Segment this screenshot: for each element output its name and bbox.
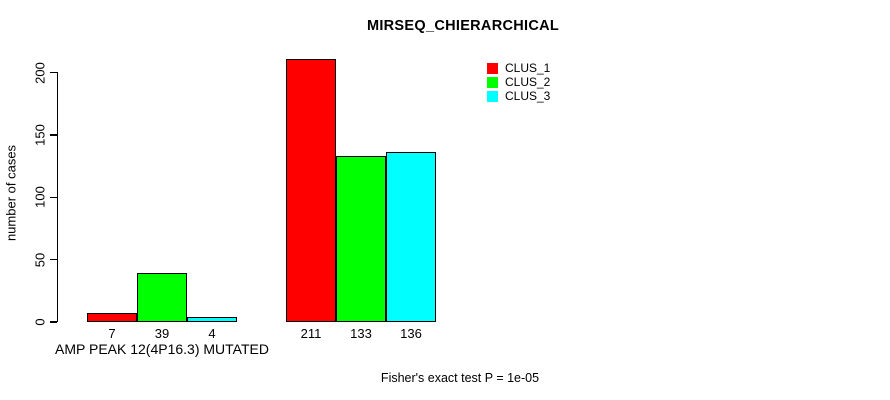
y-tick-label: 150: [32, 124, 48, 146]
bar-clus_3-group1: [187, 317, 237, 322]
y-tick-label: 200: [32, 61, 48, 84]
x-axis-category-label: AMP PEAK 12(4P16.3) MUTATED: [55, 341, 269, 357]
bar-clus_2-group2: [336, 156, 386, 322]
y-tick-mark: [50, 258, 57, 261]
stat-annotation: Fisher's exact test P = 1e-05: [380, 371, 540, 385]
y-tick-mark: [50, 72, 57, 74]
y-axis-line: [57, 72, 59, 322]
bar-clus_1-group1: [87, 313, 137, 322]
legend: CLUS_1 CLUS_2 CLUS_3: [487, 61, 550, 103]
bar-value-label: 4: [208, 326, 216, 341]
bar-value-label: 39: [154, 326, 170, 341]
legend-swatch-icon: [487, 90, 498, 102]
bar-clus_1-group2: [286, 59, 336, 322]
bar-value-label: 133: [350, 326, 372, 341]
bar-value-label: 136: [400, 326, 422, 341]
y-tick-label: 0: [32, 318, 48, 326]
bar-value-label: 211: [300, 326, 322, 341]
bar-clus_2-group1: [137, 273, 187, 322]
y-tick-mark: [50, 196, 57, 199]
y-tick-mark: [50, 321, 57, 323]
chart-title: MIRSEQ_CHIERARCHICAL: [366, 18, 560, 34]
bar-clus_3-group2: [386, 152, 436, 322]
legend-swatch-icon: [487, 62, 498, 74]
y-axis-label: number of cases: [3, 144, 19, 242]
legend-swatch-icon: [487, 76, 498, 88]
legend-label: CLUS_3: [505, 89, 551, 103]
y-tick-mark: [50, 134, 57, 136]
legend-row: CLUS_2: [487, 75, 550, 89]
legend-label: CLUS_1: [505, 61, 551, 75]
legend-row: CLUS_3: [487, 89, 550, 103]
y-tick-label: 100: [32, 186, 48, 209]
y-tick-label: 50: [32, 252, 48, 267]
legend-label: CLUS_2: [505, 75, 551, 89]
bar-value-label: 7: [108, 326, 116, 341]
legend-row: CLUS_1: [487, 61, 550, 75]
